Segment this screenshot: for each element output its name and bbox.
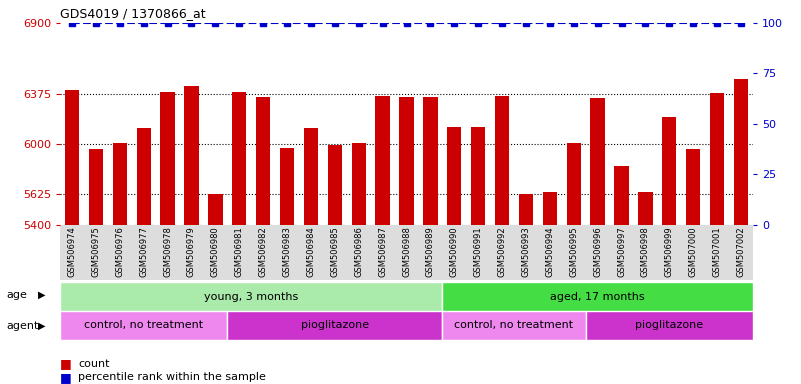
Bar xyxy=(471,127,485,225)
Bar xyxy=(136,128,151,225)
Bar xyxy=(442,282,753,311)
Text: control, no treatment: control, no treatment xyxy=(84,320,203,331)
Text: pioglitazone: pioglitazone xyxy=(635,320,703,331)
Bar xyxy=(376,96,390,225)
Bar xyxy=(60,311,227,340)
Text: pioglitazone: pioglitazone xyxy=(300,320,369,331)
Bar xyxy=(662,117,677,225)
Bar xyxy=(89,149,103,225)
Text: percentile rank within the sample: percentile rank within the sample xyxy=(78,372,267,382)
Bar xyxy=(232,92,247,225)
Bar xyxy=(442,311,586,340)
Bar xyxy=(184,86,199,225)
Bar xyxy=(519,194,533,225)
Bar xyxy=(328,145,342,225)
Bar xyxy=(65,90,79,225)
Text: control, no treatment: control, no treatment xyxy=(454,320,574,331)
Bar xyxy=(304,128,318,225)
Text: young, 3 months: young, 3 months xyxy=(204,291,298,302)
Bar xyxy=(113,143,127,225)
Bar xyxy=(60,282,442,311)
Bar xyxy=(586,311,753,340)
Bar xyxy=(447,127,461,225)
Bar xyxy=(423,97,437,225)
Text: count: count xyxy=(78,359,110,369)
Bar xyxy=(208,194,223,225)
Bar xyxy=(590,98,605,225)
Bar xyxy=(352,143,366,225)
Bar xyxy=(400,97,413,225)
Text: GDS4019 / 1370866_at: GDS4019 / 1370866_at xyxy=(60,7,206,20)
Text: ▶: ▶ xyxy=(38,321,45,331)
Bar xyxy=(566,143,581,225)
Text: aged, 17 months: aged, 17 months xyxy=(550,291,645,302)
Text: ▶: ▶ xyxy=(38,290,45,300)
Bar xyxy=(614,166,629,225)
Bar xyxy=(495,96,509,225)
Bar xyxy=(543,192,557,225)
Bar xyxy=(638,192,653,225)
Bar xyxy=(686,149,700,225)
Bar xyxy=(227,311,442,340)
Bar xyxy=(734,79,748,225)
Text: ■: ■ xyxy=(60,371,72,384)
Bar xyxy=(280,148,294,225)
Bar xyxy=(160,92,175,225)
Text: ■: ■ xyxy=(60,358,72,371)
Text: agent: agent xyxy=(6,321,38,331)
Bar xyxy=(256,97,270,225)
Bar xyxy=(710,93,724,225)
Text: age: age xyxy=(6,290,27,300)
